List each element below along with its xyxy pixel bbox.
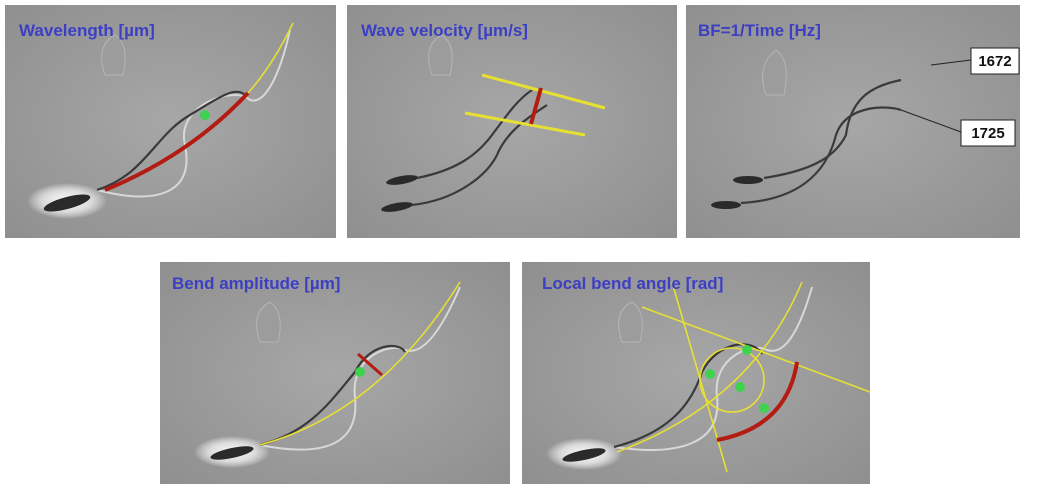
marker-dot: [355, 367, 365, 377]
panel: Wave velocity [µm/s]: [347, 5, 677, 238]
panel: Wavelength [µm]: [5, 5, 336, 238]
marker-dot: [705, 369, 715, 379]
sperm-head: [711, 201, 741, 209]
panel-title: Local bend angle [rad]: [542, 274, 723, 293]
figure: Wavelength [µm] Wave velocity [µm/s] 167…: [0, 0, 1041, 487]
page: Wavelength [µm] Wave velocity [µm/s] 167…: [0, 0, 1041, 487]
frame-label: 1725: [971, 125, 1004, 142]
marker-dot: [200, 110, 210, 120]
panel-title: BF=1/Time [Hz]: [698, 21, 821, 40]
panel: Local bend angle [rad]: [522, 262, 870, 484]
panel-title: Bend amplitude [µm]: [172, 274, 340, 293]
panel-title: Wave velocity [µm/s]: [361, 21, 528, 40]
frame-label: 1672: [978, 53, 1011, 70]
marker-dot: [759, 403, 769, 413]
panel-title: Wavelength [µm]: [19, 21, 155, 40]
marker-dot: [742, 345, 752, 355]
marker-dot: [735, 382, 745, 392]
panel: 1672 1725 BF=1/Time [Hz]: [686, 5, 1020, 238]
sperm-head: [733, 176, 763, 184]
panel: Bend amplitude [µm]: [160, 262, 510, 484]
